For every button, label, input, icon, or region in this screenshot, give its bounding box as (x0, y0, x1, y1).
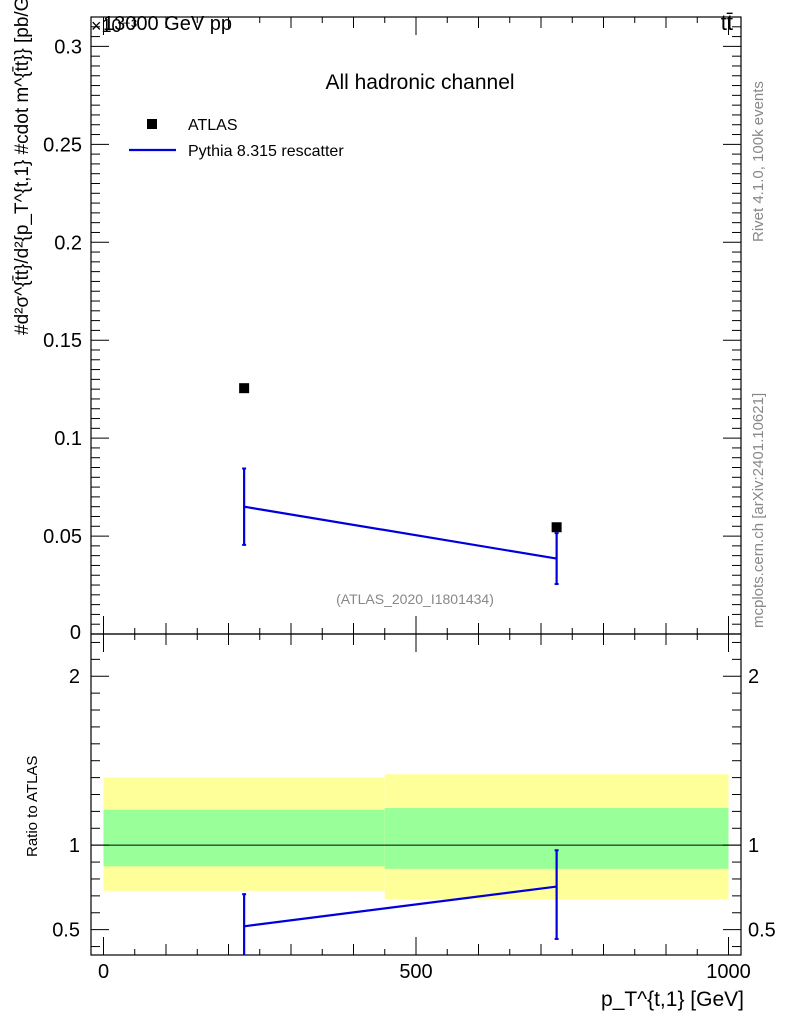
ratio-y-axis-label: Ratio to ATLAS (24, 756, 41, 857)
main-plot-frame (90, 16, 742, 635)
y-tick-label-main-0: 0.05 (43, 526, 82, 548)
chart-marks (239, 383, 562, 955)
y-tick-label-main-2: 0.15 (43, 330, 82, 352)
legend-atlas-label: ATLAS (188, 117, 238, 134)
y-tick-label-ratio-right-2: 2 (748, 666, 759, 688)
x-tick-label-1: 500 (399, 961, 432, 983)
chart-title: All hadronic channel (325, 71, 514, 94)
y-tick-label-main-5: 0.3 (54, 36, 82, 58)
legend-pythia-label: Pythia 8.315 rescatter (188, 143, 344, 160)
y-axis-label: #d²σ^{t̄t}/d²{p_T^{t,1} #cdot m^{t̄t}} [… (12, 0, 33, 335)
axis-exponent: ×10⁻³ (91, 16, 137, 36)
y-tick-label-ratio-left-2: 2 (69, 666, 80, 688)
header-process: tt̄ (721, 10, 733, 35)
axis-ticks (91, 16, 741, 955)
x-tick-label-2: 1000 (706, 961, 751, 983)
y-tick-label-ratio-left-1: 1 (69, 835, 80, 857)
y-tick-label-ratio-left-0: 0.5 (52, 920, 80, 942)
y-tick-label-main-4: 0.25 (43, 134, 82, 156)
x-tick-label-0: 0 (98, 961, 109, 983)
rivet-version: Rivet 4.1.0, 100k events (750, 81, 767, 242)
mcplots-credit: mcplots.cern.ch [arXiv:2401.10621] (750, 393, 767, 628)
legend-atlas-marker (147, 119, 157, 129)
y-tick-label-ratio-right-1: 1 (748, 835, 759, 857)
analysis-id-watermark: (ATLAS_2020_I1801434) (336, 591, 494, 607)
y-tick-label-ratio-right-0: 0.5 (748, 920, 776, 942)
axis-tick-labels: 0.05 0.1 0.15 0.2 0.25 0.3 0 0.5 0.5 1 1 2 2 0 500 1000 (43, 36, 776, 983)
x-axis-label: p_T^{t,1} [GeV] (601, 988, 744, 1011)
header-energy: 13000 GeV pp (103, 13, 232, 35)
pythia-ratio-line (243, 885, 557, 928)
atlas-point-0 (239, 383, 250, 394)
y-tick-label-main-3: 0.2 (54, 232, 82, 254)
ratio-bands (103, 774, 729, 900)
y-tick-label-main-1: 0.1 (54, 428, 82, 450)
ratio-band-green-0 (103, 809, 385, 867)
pythia-main-line (243, 505, 557, 560)
atlas-point-1 (551, 522, 562, 533)
y-tick-label-main-zero: 0 (70, 622, 81, 644)
